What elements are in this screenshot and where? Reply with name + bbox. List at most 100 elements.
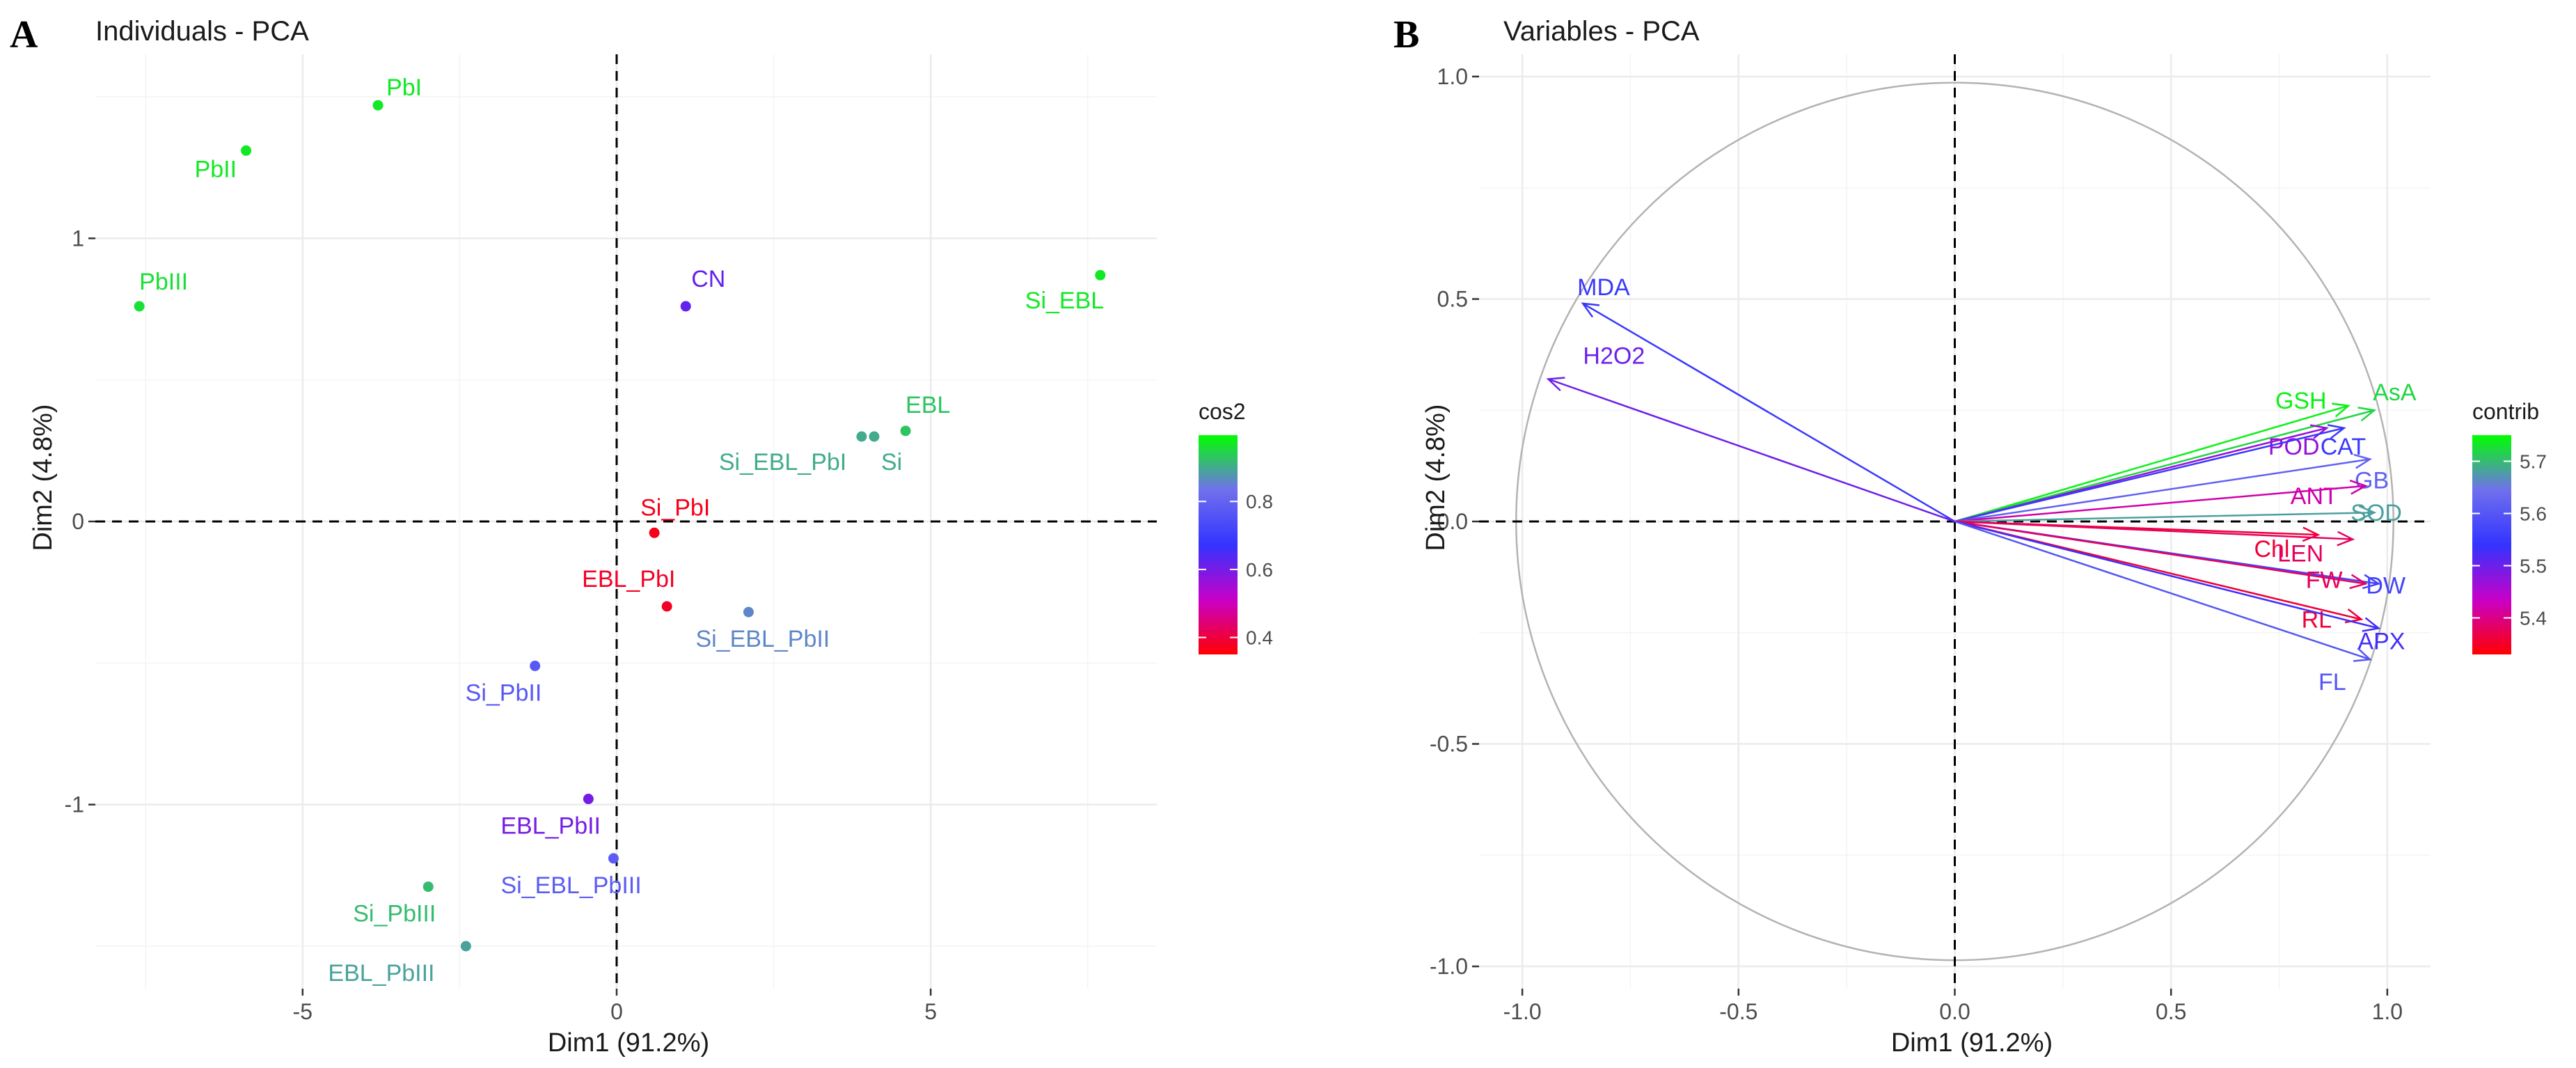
point-si-ebl (1095, 269, 1106, 281)
arrow-apx (1954, 520, 2379, 629)
point-label: Si_EBL (1025, 288, 1104, 314)
contrib-legend: contrib 5.4 5.5 5.6 5.7 (2472, 399, 2547, 654)
point-label: Si_PbIII (353, 901, 436, 927)
point-si (869, 431, 880, 442)
legend-tick-label: 5.7 (2520, 451, 2547, 473)
y-tick-label: 1 (72, 226, 84, 251)
arrow-h2o2-head (1546, 377, 1565, 391)
arrow-gb-head (2353, 453, 2373, 469)
arrow-dw-head (2362, 574, 2381, 590)
arrow-fw (1954, 520, 2366, 585)
arrow-asa (1954, 409, 2375, 523)
point-label: Si_EBL_PbIII (500, 872, 641, 899)
arrow-len (1954, 520, 2353, 540)
point-label: EBL_PbI (582, 566, 675, 592)
y-tick-label: 0.0 (1437, 509, 1468, 534)
panel-a-letter: A (10, 13, 38, 56)
cos2-legend: cos2 0.4 0.6 0.8 (1199, 399, 1273, 654)
cos2-colorbar (1199, 435, 1238, 654)
contrib-legend-ticks: 5.4 5.5 5.6 5.7 (2472, 451, 2547, 629)
point-label: CN (691, 266, 725, 292)
individuals-zero-lines (95, 54, 1157, 989)
variable-label: GSH (2275, 388, 2327, 414)
point-label: Si_PbI (640, 494, 710, 521)
point-label: Si (881, 449, 902, 476)
x-tick-label: -5 (293, 999, 313, 1024)
variable-label: LEN (2277, 541, 2323, 567)
legend-tick-label: 5.5 (2520, 556, 2547, 577)
arrow-fl-head (2353, 647, 2372, 662)
individuals-ticks: -5 0 5 -1 0 1 (65, 226, 937, 1024)
variable-label: FL (2318, 669, 2346, 696)
point-label: Si_PbII (466, 680, 542, 706)
x-tick-label: 5 (924, 999, 937, 1024)
x-tick-label: 0 (610, 999, 623, 1024)
legend-tick-label: 0.8 (1246, 491, 1273, 512)
arrow-chl-head (2302, 526, 2321, 542)
variable-label: MDA (1577, 274, 1630, 301)
point-label: EBL_PbII (500, 813, 601, 840)
individuals-x-axis-title: Dim1 (91.2%) (548, 1028, 709, 1058)
arrow-cat (1954, 427, 2345, 523)
point-label: PbI (386, 74, 422, 101)
variable-label: POD (2268, 434, 2320, 460)
point-si-ebl-pbi (856, 431, 867, 442)
y-tick-label: -1.0 (1430, 954, 1468, 979)
arrow-gb (1954, 458, 2371, 523)
y-tick-label: 1.0 (1437, 64, 1468, 89)
point-si-pbiii (422, 881, 434, 893)
variables-ticks: -1.0 -0.5 0.0 0.5 1.0 -1.0 -0.5 0.0 0.5 1.0 (1430, 64, 2403, 1024)
point-pbii (241, 145, 252, 156)
point-label: Si_EBL_PbII (695, 626, 830, 652)
individuals-grid (95, 54, 1157, 989)
variable-label: Chl (2254, 536, 2289, 563)
point-ebl-pbii (583, 794, 594, 805)
arrow-asa-head (2357, 407, 2377, 422)
point-si-ebl-pbiii (608, 853, 619, 864)
x-tick-label: 0.0 (1939, 999, 1970, 1024)
contrib-legend-title: contrib (2472, 399, 2539, 424)
variable-label: FW (2306, 567, 2343, 593)
arrow-mda-head (1581, 302, 1600, 318)
point-ebl (900, 425, 911, 437)
contrib-colorbar (2472, 435, 2511, 654)
variable-label: DW (2366, 572, 2405, 599)
arrow-fl (1954, 520, 2371, 661)
y-tick-label: -1 (65, 792, 84, 817)
legend-tick-label: 0.4 (1246, 627, 1273, 649)
cos2-legend-ticks: 0.4 0.6 0.8 (1199, 491, 1273, 649)
arrow-apx-head (2362, 617, 2381, 632)
arrow-gsh (1954, 405, 2349, 523)
point-si-pbi (649, 527, 660, 538)
individuals-pca-panel: A Individuals - PCA PbI PbII PbIII CN Si_EBL… (10, 13, 1273, 1058)
variables-chart-title: Variables - PCA (1503, 16, 1700, 47)
legend-tick-label: 5.6 (2520, 503, 2547, 525)
x-tick-label: -1.0 (1503, 999, 1542, 1024)
point-si-pbii (530, 660, 541, 671)
legend-tick-label: 0.6 (1246, 559, 1273, 581)
variable-label: H2O2 (1583, 343, 1645, 370)
legend-tick-label: 5.4 (2520, 608, 2547, 629)
arrow-gsh-head (2331, 402, 2350, 418)
x-tick-label: 1.0 (2372, 999, 2403, 1024)
point-label: EBL (906, 392, 950, 418)
arrow-ant-head (2349, 479, 2368, 495)
point-ebl-pbi (661, 601, 672, 612)
x-tick-label: 0.5 (2156, 999, 2186, 1024)
point-label: Si_EBL_PbI (719, 449, 846, 476)
arrow-fw-head (2349, 574, 2368, 590)
point-label: EBL_PbIII (328, 960, 434, 987)
panel-b-letter: B (1393, 13, 1419, 56)
arrow-sod (1954, 511, 2375, 523)
point-ebl-pbiii (460, 941, 471, 952)
point-pbiii (134, 301, 145, 312)
individuals-points: PbI PbII PbIII CN Si_EBL EBL Si_EBL_PbI Si Si_Pb… (134, 74, 1106, 987)
arrow-ant (1954, 485, 2366, 523)
variable-label: AsA (2373, 379, 2417, 406)
x-tick-label: -0.5 (1719, 999, 1757, 1024)
arrow-len-head (2337, 531, 2355, 547)
variable-label: APX (2357, 628, 2405, 654)
arrow-mda (1582, 302, 1956, 523)
